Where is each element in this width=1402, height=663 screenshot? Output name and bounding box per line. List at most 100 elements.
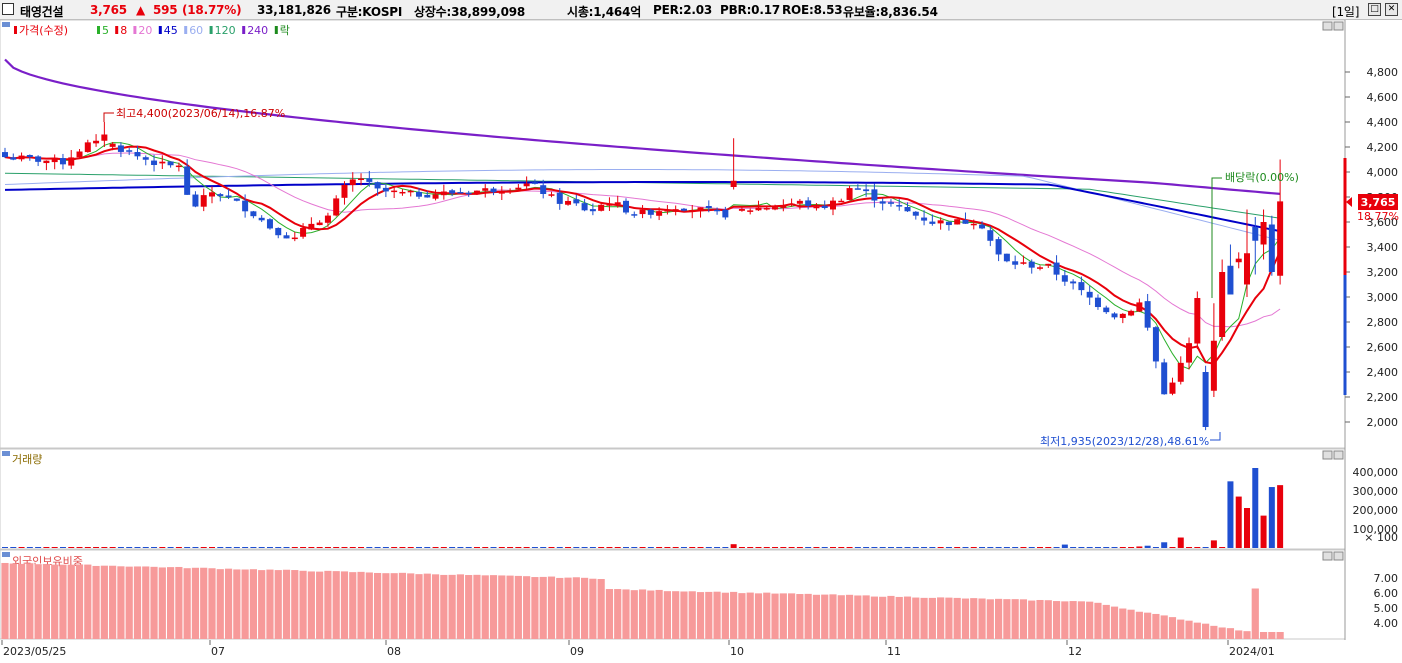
price-tick: 3,200 [1367,266,1399,279]
stock-chart[interactable]: 가격(수정) 5 8 20 45 60 120 240 락 최고4,400(2023/06/14… [0,19,1402,660]
volume-bar [813,547,820,548]
foreign-bar [763,592,771,639]
candle-body [1161,362,1168,395]
candle-body [18,155,25,160]
foreign-bar [506,575,514,639]
maximize-button[interactable]: □ [1368,3,1381,16]
candle-body [780,205,787,208]
candle-body [722,209,729,218]
legend-label: 락 [280,24,290,37]
candle-body [879,201,886,204]
foreign-bar [895,596,903,639]
foreign-bar [1135,611,1143,639]
foreign-bar [365,572,373,639]
volume-bar [382,547,389,548]
volume-bar [159,547,166,548]
volume-bar [109,547,116,548]
foreign-bar [274,570,282,639]
foreign-bar [1110,606,1119,639]
volume-bar [374,547,381,548]
foreign-bar [158,567,166,639]
foreign-bar [1036,599,1044,639]
volume-bar [473,547,480,548]
volume-bar [184,547,191,548]
foreign-bar [597,579,605,639]
volume-bar [730,544,737,548]
candle-body [225,195,232,198]
candle-body [1194,298,1201,344]
candle-body [1086,291,1093,298]
volume-bar [1020,547,1027,548]
candle-body [1277,201,1284,276]
foreign-bar [100,565,108,639]
volume-menu-icon[interactable] [2,451,10,456]
volume-bar [465,547,472,548]
candle-body [76,151,83,158]
candle-body [565,200,572,205]
candle-body [656,211,663,216]
candle-body [1053,262,1060,275]
candle-body [1252,227,1259,241]
volume-bar [664,547,671,548]
foreign-bar [1069,601,1077,639]
volume-bar [1194,547,1201,548]
foreign-bar [282,569,291,639]
volume-bar [1252,468,1259,548]
candle-body [159,161,166,164]
foreign-bar [912,597,920,639]
volume-bar [821,547,828,548]
price-tick: 4,000 [1367,166,1399,179]
candle-body [904,207,911,212]
volume-bar [1277,485,1284,548]
foreign-bar [572,577,580,639]
candle-body [117,145,124,152]
candle-body [664,210,671,212]
foreign-bar [42,564,50,639]
foreign-bar [630,590,638,639]
candle-body [1003,253,1010,262]
foreign-bar [879,596,887,639]
candle-body [233,198,240,201]
foreign-bar [291,570,299,639]
candle-body [59,158,66,165]
volume-bar [258,547,265,548]
panel-buttons[interactable] [1322,21,1344,561]
candle-body [1012,261,1019,265]
candle-body [871,189,878,201]
volume-bar [863,547,870,548]
candle-body [1260,222,1267,245]
candle-body [970,223,977,226]
volume-bar [101,547,108,548]
foreign-bar [17,563,26,639]
volume-bar [59,547,66,548]
volume-bar [540,547,547,548]
legend-swatch [242,26,246,34]
volume-bar [349,547,356,548]
candle-body [598,204,605,211]
volume-bar [672,547,679,548]
foreign-bar [1168,617,1177,639]
foreign-bar [415,574,423,639]
candle-body [755,207,762,211]
high-label: 최고4,400(2023/06/14),16.87% [116,107,285,120]
volume-bar [1144,545,1151,548]
volume-bar [35,547,42,548]
select-checkbox[interactable] [2,3,14,15]
candle-body [341,184,348,198]
volume-bar [291,547,298,548]
close-button[interactable]: ✕ [1385,3,1398,16]
volume-bar [242,547,249,548]
foreign-axis: 7.00 6.00 5.00 4.00 [1374,572,1399,630]
legend-swatch [97,26,100,34]
panel-menu-icon[interactable] [2,22,10,27]
volume-bar [1086,547,1093,548]
price-tick: 4,800 [1367,66,1399,79]
foreign-bar [1259,632,1268,639]
volume-bar [498,547,505,548]
volume-bar [929,547,936,548]
period-selector[interactable]: [1일] [1332,5,1360,19]
foreign-bar [133,566,142,639]
candle-body [1061,275,1068,282]
foreign-bar [928,597,936,639]
foreign-menu-icon[interactable] [2,552,10,557]
